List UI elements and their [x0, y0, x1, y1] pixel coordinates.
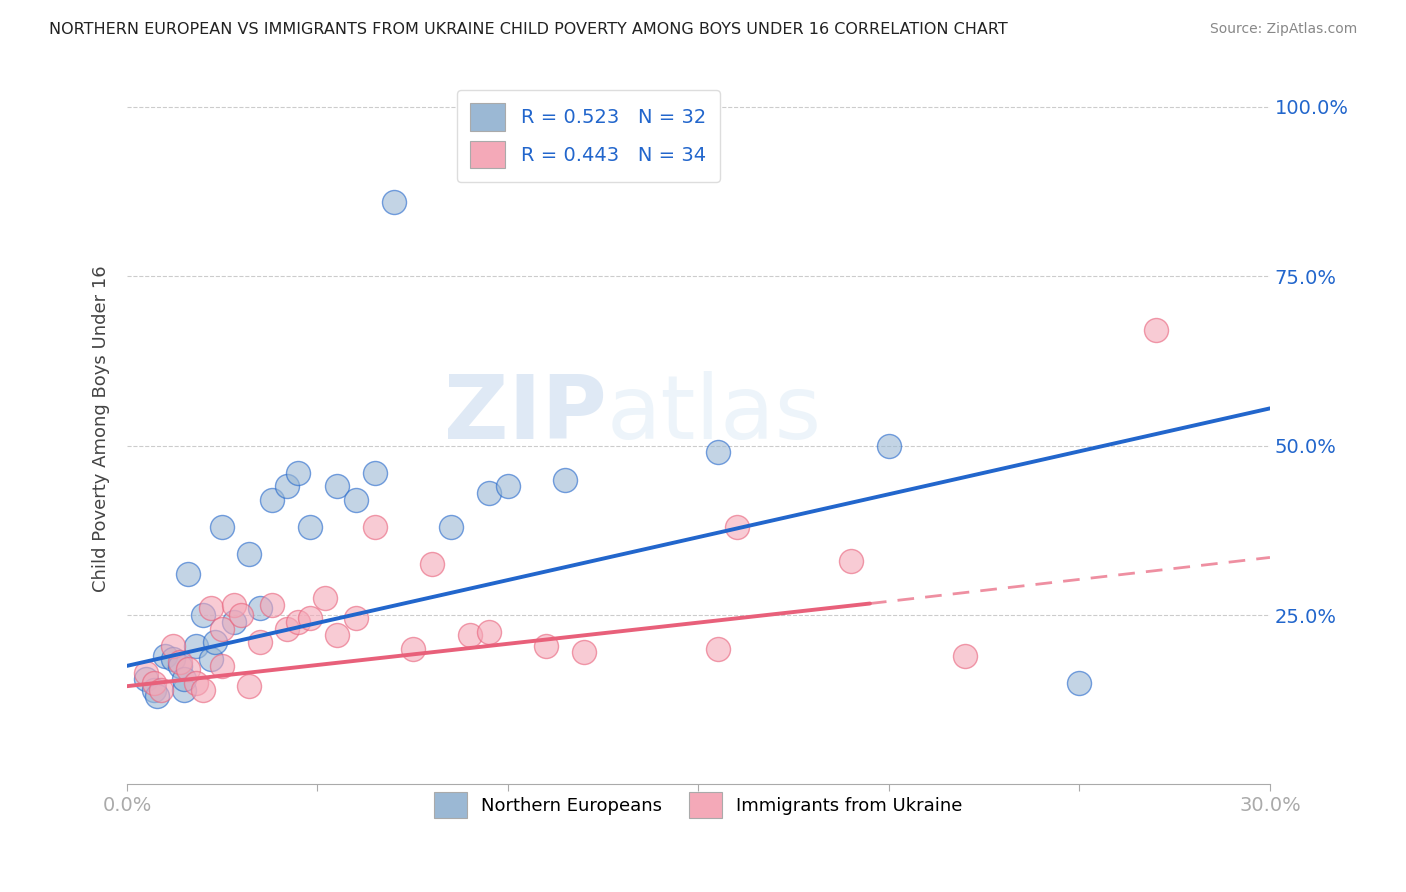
Point: [572, 645, 595, 659]
Point: [249, 635, 271, 649]
Point: [478, 624, 501, 639]
Point: [177, 662, 200, 676]
Point: [200, 601, 222, 615]
Point: [249, 601, 271, 615]
Text: atlas: atlas: [607, 371, 823, 458]
Point: [725, 520, 748, 534]
Point: [344, 611, 367, 625]
Point: [260, 492, 283, 507]
Point: [287, 466, 309, 480]
Point: [554, 473, 576, 487]
Point: [177, 567, 200, 582]
Point: [204, 635, 226, 649]
Point: [344, 492, 367, 507]
Point: [169, 656, 191, 670]
Point: [222, 615, 245, 629]
Legend: Northern Europeans, Immigrants from Ukraine: Northern Europeans, Immigrants from Ukra…: [427, 785, 970, 825]
Point: [276, 622, 298, 636]
Point: [382, 194, 405, 209]
Point: [211, 622, 233, 636]
Point: [953, 648, 976, 663]
Point: [440, 520, 463, 534]
Point: [458, 628, 481, 642]
Point: [162, 639, 184, 653]
Point: [184, 639, 207, 653]
Point: [325, 628, 347, 642]
Point: [363, 466, 385, 480]
Point: [478, 486, 501, 500]
Text: ZIP: ZIP: [444, 371, 607, 458]
Y-axis label: Child Poverty Among Boys Under 16: Child Poverty Among Boys Under 16: [93, 266, 110, 592]
Point: [706, 641, 728, 656]
Point: [193, 608, 215, 623]
Point: [420, 558, 443, 572]
Point: [298, 520, 321, 534]
Point: [534, 639, 557, 653]
Point: [706, 445, 728, 459]
Point: [276, 479, 298, 493]
Point: [146, 690, 169, 704]
Point: [135, 673, 157, 687]
Point: [162, 652, 184, 666]
Point: [287, 615, 309, 629]
Text: Source: ZipAtlas.com: Source: ZipAtlas.com: [1209, 22, 1357, 37]
Point: [173, 673, 195, 687]
Point: [135, 665, 157, 680]
Point: [402, 641, 425, 656]
Point: [211, 658, 233, 673]
Point: [142, 675, 165, 690]
Point: [238, 679, 260, 693]
Point: [877, 439, 900, 453]
Point: [363, 520, 385, 534]
Text: NORTHERN EUROPEAN VS IMMIGRANTS FROM UKRAINE CHILD POVERTY AMONG BOYS UNDER 16 C: NORTHERN EUROPEAN VS IMMIGRANTS FROM UKR…: [49, 22, 1008, 37]
Point: [173, 682, 195, 697]
Point: [298, 611, 321, 625]
Point: [184, 675, 207, 690]
Point: [150, 682, 173, 697]
Point: [238, 547, 260, 561]
Point: [496, 479, 519, 493]
Point: [169, 658, 191, 673]
Point: [193, 682, 215, 697]
Point: [1069, 675, 1091, 690]
Point: [153, 648, 176, 663]
Point: [1144, 323, 1167, 337]
Point: [200, 652, 222, 666]
Point: [325, 479, 347, 493]
Point: [839, 554, 862, 568]
Point: [260, 598, 283, 612]
Point: [314, 591, 336, 606]
Point: [222, 598, 245, 612]
Point: [211, 520, 233, 534]
Point: [231, 608, 253, 623]
Point: [142, 682, 165, 697]
